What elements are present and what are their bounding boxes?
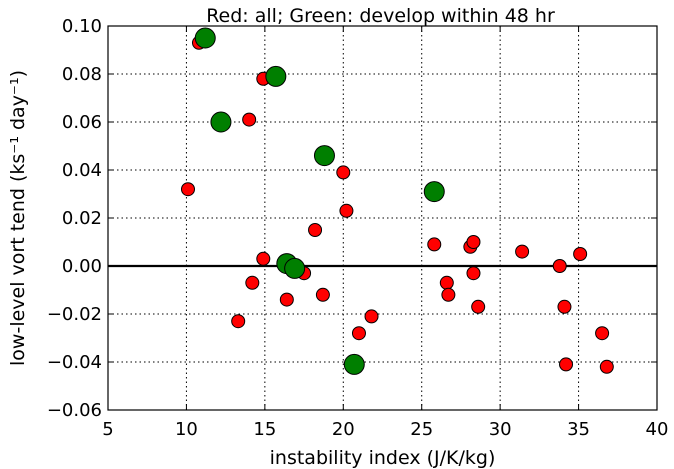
red-data-point (336, 165, 351, 180)
axis-ticks (107, 25, 658, 411)
y-tick-label: −0.02 (47, 304, 102, 325)
x-tick-label: 40 (646, 419, 669, 440)
red-data-point (471, 299, 486, 314)
x-tick-label: 35 (567, 419, 590, 440)
grid (108, 26, 657, 410)
red-data-point (242, 112, 257, 127)
red-data-point (595, 326, 610, 341)
red-data-point (573, 247, 588, 261)
red-data-point (256, 251, 271, 266)
y-tick-label: 0.04 (62, 160, 102, 181)
x-tick-labels: 5 10 15 20 25 30 35 40 (102, 419, 668, 440)
x-tick-label: 25 (410, 419, 433, 440)
green-data-point (423, 181, 445, 203)
red-data-point (351, 326, 366, 341)
red-data-point (559, 357, 574, 372)
red-data-point (279, 292, 294, 307)
red-data-point (180, 182, 195, 197)
red-data-point (339, 203, 354, 218)
chart-title: Red: all; Green: develop within 48 hr (206, 5, 555, 27)
x-tick-label: 5 (102, 419, 113, 440)
red-data-point (245, 275, 260, 290)
red-data-point (231, 314, 246, 329)
red-data-point (364, 309, 379, 324)
red-data-point (466, 266, 481, 281)
red-data-point (557, 299, 572, 314)
green-data-point (194, 27, 216, 49)
y-tick-labels: −0.06 −0.04 −0.02 0.00 0.02 0.04 0.06 0.08 0.10 (47, 16, 102, 421)
x-tick-label: 30 (489, 419, 512, 440)
series-red-points (180, 35, 614, 374)
red-data-point (315, 287, 330, 302)
red-data-point (466, 235, 481, 249)
red-data-point (441, 287, 456, 302)
red-data-point (427, 237, 442, 252)
x-tick-label: 20 (332, 419, 355, 440)
y-tick-label: 0.00 (62, 256, 102, 277)
green-data-point (313, 145, 335, 167)
red-data-point (439, 275, 454, 290)
red-data-point (308, 223, 323, 237)
green-data-point (284, 257, 306, 279)
red-data-point (599, 359, 614, 374)
y-axis-label: low-level vort tend (ks⁻¹ day⁻¹) (7, 70, 29, 366)
series-green-points (194, 27, 445, 375)
y-tick-label: 0.10 (62, 16, 102, 37)
y-tick-label: 0.08 (62, 64, 102, 85)
green-data-point (343, 353, 365, 375)
red-data-point (552, 259, 567, 273)
y-tick-label: 0.02 (62, 208, 102, 229)
y-tick-label: −0.06 (47, 400, 102, 421)
x-tick-label: 15 (253, 419, 276, 440)
x-axis-label: instability index (J/K/kg) (270, 447, 496, 469)
x-tick-label: 10 (175, 419, 198, 440)
green-data-point (210, 111, 232, 133)
green-data-point (265, 65, 287, 87)
y-tick-label: −0.04 (47, 352, 102, 373)
y-tick-label: 0.06 (62, 112, 102, 133)
red-data-point (515, 244, 530, 259)
